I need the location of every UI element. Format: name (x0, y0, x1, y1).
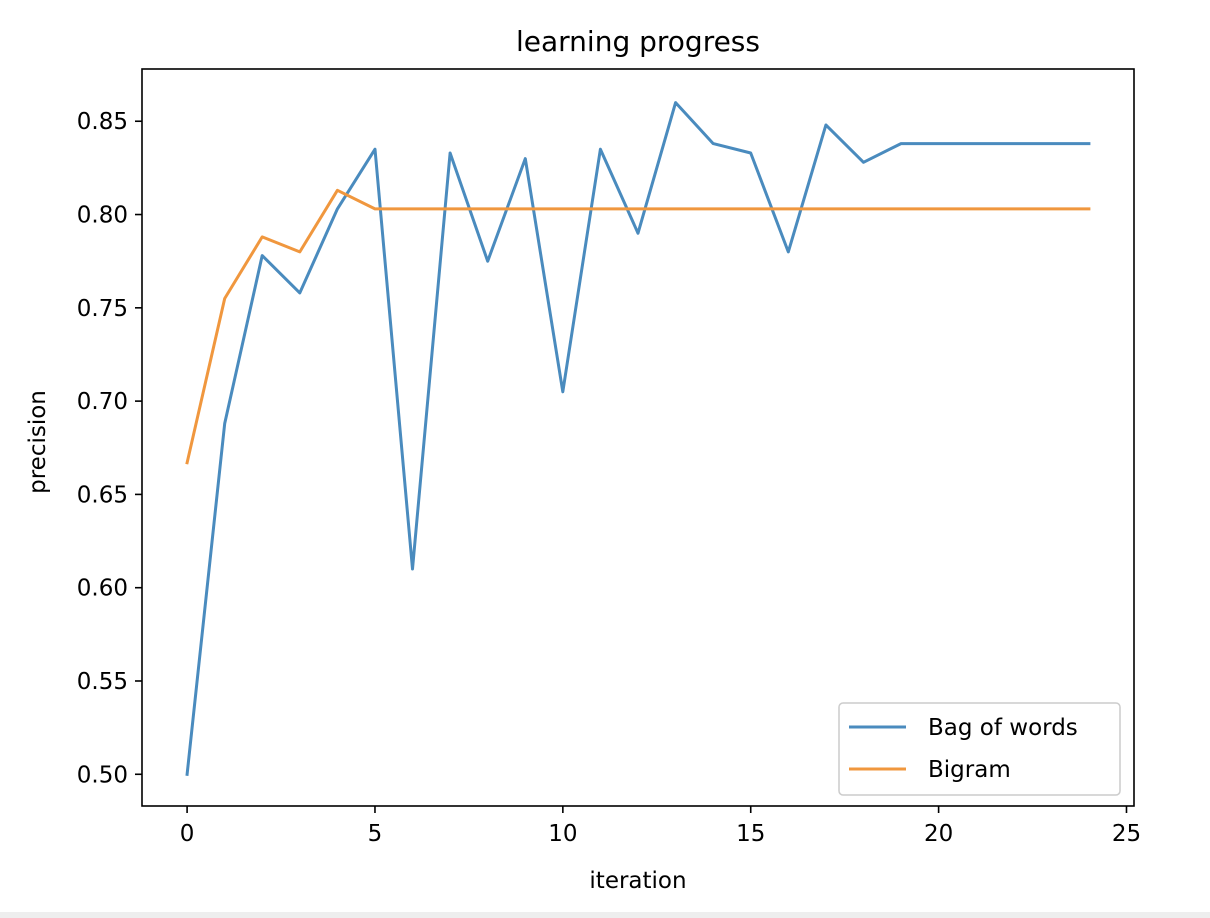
x-tick-label: 0 (180, 821, 195, 847)
x-tick-label: 20 (924, 821, 953, 847)
y-tick-label: 0.50 (77, 762, 128, 788)
y-tick-label: 0.85 (77, 109, 128, 135)
legend-label: Bigram (928, 757, 1011, 783)
y-tick-label: 0.60 (77, 576, 128, 602)
x-tick-label: 15 (736, 821, 765, 847)
y-tick-label: 0.65 (77, 482, 128, 508)
x-tick-label: 5 (368, 821, 383, 847)
y-tick-label: 0.75 (77, 296, 128, 322)
series-line-bigram (185, 188, 1091, 465)
y-axis-label: precision (25, 390, 51, 494)
x-axis-ticks: 0 5 10 15 20 25 (180, 806, 1141, 847)
plot-frame (141, 68, 1135, 807)
plot-area (141, 68, 1135, 807)
legend: Bag of words Bigram (838, 702, 1121, 796)
series-line-bag-of-words (185, 101, 1091, 776)
series-layer (185, 101, 1091, 776)
x-tick-label: 25 (1112, 821, 1141, 847)
legend-box (838, 702, 1121, 796)
bottom-strip (0, 912, 1210, 918)
x-axis-label: iteration (589, 868, 686, 894)
y-axis-ticks: 0.50 0.55 0.60 0.65 0.70 0.75 0.80 0.85 (77, 109, 142, 788)
x-tick-label: 10 (548, 821, 577, 847)
legend-label: Bag of words (928, 715, 1078, 741)
y-tick-label: 0.80 (77, 203, 128, 229)
y-tick-label: 0.70 (77, 389, 128, 415)
y-tick-label: 0.55 (77, 669, 128, 695)
chart-title: learning progress (516, 25, 760, 58)
